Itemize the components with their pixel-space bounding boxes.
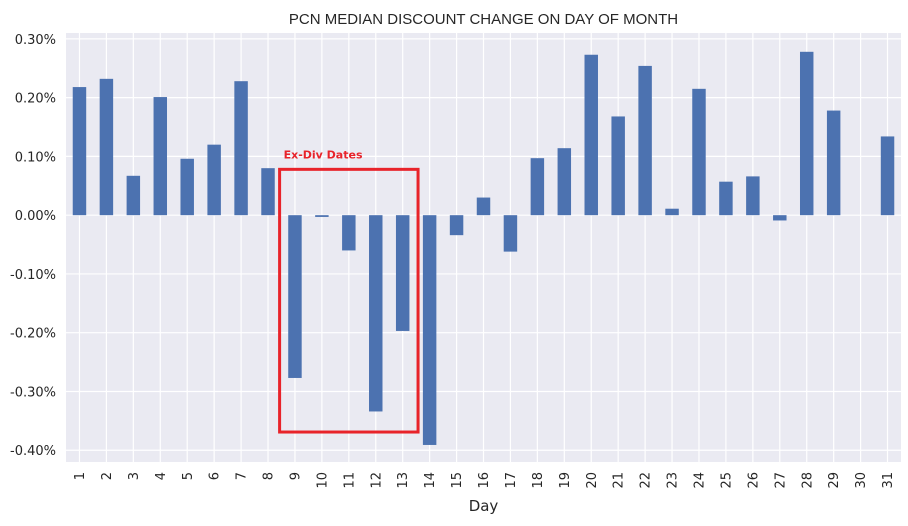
- bar-day-18: [530, 158, 545, 216]
- x-tick-label: 13: [396, 472, 411, 489]
- x-tick-label: 12: [369, 472, 384, 489]
- x-tick-label: 11: [342, 472, 357, 489]
- bar-day-3: [126, 175, 141, 216]
- bar-day-21: [611, 116, 625, 216]
- bar-day-24: [692, 88, 706, 216]
- x-tick-label: 20: [585, 472, 600, 489]
- x-tick-label: 31: [881, 472, 896, 489]
- x-tick-label: 16: [477, 472, 492, 489]
- x-tick-label: 18: [531, 472, 546, 489]
- bar-day-20: [584, 54, 598, 216]
- x-tick-label: 28: [800, 472, 815, 489]
- x-tick-label: 15: [450, 472, 465, 489]
- bars: [72, 51, 895, 445]
- x-tick-label: 1: [73, 472, 88, 480]
- bar-day-6: [207, 144, 221, 216]
- x-tick-label: 29: [827, 472, 842, 489]
- bar-day-28: [799, 51, 814, 216]
- bar-day-27: [773, 215, 787, 221]
- bar-day-12: [369, 215, 383, 412]
- ex-div-annotation: Ex-Div Dates: [284, 148, 363, 161]
- bar-day-17: [503, 215, 518, 252]
- x-tick-label: 27: [773, 472, 788, 489]
- bar-day-19: [557, 148, 572, 216]
- y-axis: 0.30% 0.20% 0.10% 0.00% -0.10% -0.20% -0.30% -0…: [10, 33, 56, 459]
- x-tick-label: 8: [262, 472, 277, 480]
- x-axis-label: Day: [469, 497, 499, 515]
- x-tick-label: 23: [666, 472, 681, 489]
- bar-day-7: [234, 81, 248, 216]
- bar-day-8: [261, 168, 275, 216]
- bar-day-26: [746, 176, 760, 216]
- y-tick-label: 0.20%: [15, 92, 56, 107]
- x-tick-label: 17: [504, 472, 519, 489]
- x-tick-label: 22: [639, 472, 654, 489]
- y-tick-label: -0.20%: [10, 327, 56, 342]
- bar-day-25: [719, 181, 733, 216]
- x-tick-label: 14: [423, 472, 438, 489]
- x-tick-label: 24: [693, 472, 708, 489]
- y-tick-label: 0.00%: [15, 209, 56, 224]
- bar-day-4: [153, 97, 168, 216]
- bar-day-13: [395, 215, 410, 331]
- bar-day-23: [665, 208, 679, 216]
- x-tick-label: 6: [208, 472, 223, 480]
- x-tick-label: 21: [612, 472, 627, 489]
- chart-title: PCN MEDIAN DISCOUNT CHANGE ON DAY OF MON…: [289, 11, 678, 28]
- x-tick-label: 2: [100, 472, 115, 480]
- bar-day-9: [288, 215, 302, 378]
- bar-day-29: [826, 110, 841, 216]
- x-tick-label: 19: [558, 472, 573, 489]
- bar-day-1: [72, 87, 87, 216]
- bar-day-31: [880, 136, 895, 216]
- bar-day-5: [180, 158, 194, 216]
- bar-day-2: [99, 78, 114, 216]
- bar-day-22: [638, 65, 652, 216]
- bar-day-11: [342, 215, 356, 251]
- y-tick-label: -0.10%: [10, 268, 56, 283]
- bar-day-15: [449, 215, 464, 236]
- x-tick-label: 3: [127, 472, 142, 480]
- y-tick-label: -0.40%: [10, 444, 56, 459]
- bar-day-10: [315, 215, 329, 217]
- bar-day-16: [476, 197, 491, 216]
- x-axis: 1 2 3 4 5 6 7 8 9 10 11 12 13 14 15 16 17 18 19 20 21 22 23 24 2…: [73, 472, 896, 489]
- y-tick-label: -0.30%: [10, 385, 56, 400]
- y-tick-label: 0.10%: [15, 150, 56, 165]
- x-tick-label: 10: [315, 472, 330, 489]
- x-tick-label: 9: [289, 472, 304, 480]
- x-tick-label: 4: [154, 472, 169, 480]
- x-tick-label: 5: [181, 472, 196, 480]
- x-tick-label: 30: [854, 472, 869, 489]
- x-tick-label: 25: [719, 472, 734, 489]
- bar-day-14: [422, 215, 437, 445]
- x-tick-label: 26: [746, 472, 761, 489]
- x-tick-label: 7: [235, 472, 250, 480]
- ex-div-highlight-box: [278, 167, 420, 434]
- y-tick-label: 0.30%: [15, 33, 56, 48]
